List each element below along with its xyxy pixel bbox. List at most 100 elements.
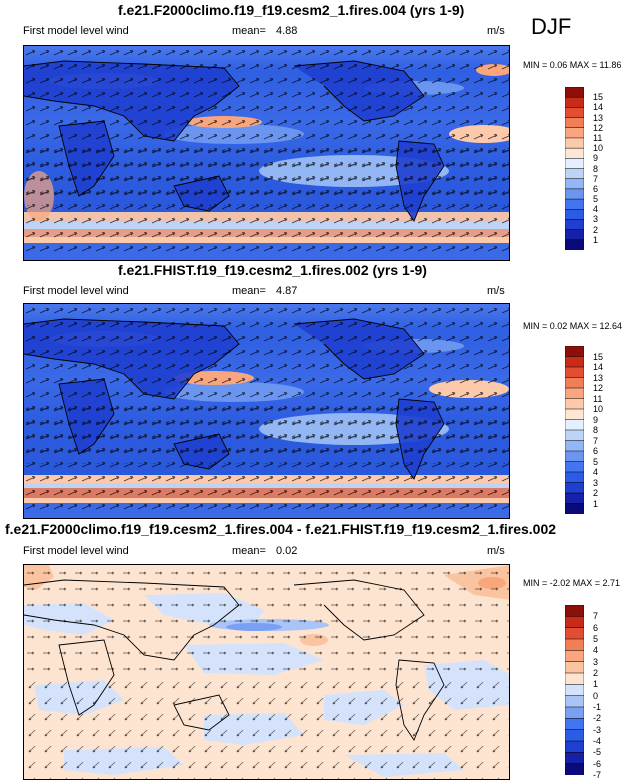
colorbar-tick-label: 4	[593, 645, 599, 656]
colorbar-swatch	[565, 107, 584, 119]
colorbar-swatch	[565, 718, 584, 731]
colorbar-tick-label: 9	[593, 153, 599, 164]
panel-3-title: f.e21.F2000climo.f19_f19.cesm2_1.fires.0…	[5, 521, 557, 537]
colorbar-swatch	[565, 482, 584, 494]
colorbar-swatch	[565, 605, 584, 617]
colorbar-swatch	[565, 147, 584, 159]
panel-1-variable-label: First model level wind	[23, 25, 129, 37]
colorbar-tick-label: 13	[593, 112, 604, 123]
panel-1-min-max: MIN = 0.06 MAX = 11.86	[523, 60, 622, 70]
colorbar-swatch	[565, 87, 584, 98]
colorbar-tick-label: 15	[593, 92, 604, 103]
panel-1-title: f.e21.F2000climo.f19_f19.cesm2_1.fires.0…	[118, 2, 465, 18]
colorbar-tick-label: -6	[593, 758, 602, 769]
colorbar-tick-label: 3	[593, 477, 599, 488]
colorbar-swatch	[565, 752, 584, 765]
panel-3-units: m/s	[487, 545, 505, 557]
colorbar-swatch	[565, 461, 584, 473]
colorbar-tick-label: 11	[593, 393, 603, 404]
colorbar-swatch	[565, 377, 584, 389]
colorbar-swatch	[565, 408, 584, 421]
colorbar-tick-label: 11	[593, 132, 603, 143]
colorbar-swatch	[565, 616, 584, 629]
colorbar-tick-label: -5	[593, 747, 602, 758]
panel-3-min-max: MIN = -2.02 MAX = 2.71	[523, 578, 621, 588]
colorbar-swatch	[565, 729, 584, 742]
panel-3-colorbar-swatches	[565, 605, 584, 775]
colorbar-tick-label: 6	[593, 446, 599, 456]
panel-1-units: m/s	[487, 25, 505, 37]
panel-1-map	[23, 45, 510, 261]
colorbar-tick-label: 5	[593, 194, 599, 205]
colorbar-swatch	[565, 627, 584, 640]
colorbar-swatch	[565, 137, 584, 149]
colorbar-tick-label: 2	[593, 224, 599, 235]
colorbar-tick-label: -7	[593, 770, 602, 780]
panel-2-mean-value: 4.87	[276, 285, 298, 297]
colorbar-swatch	[565, 471, 584, 484]
colorbar-tick-label: 5	[593, 456, 599, 467]
colorbar-tick-label: 10	[593, 143, 604, 154]
panel-2-variable-label: First model level wind	[23, 285, 129, 297]
colorbar-tick-label: 1	[593, 498, 599, 509]
panel-2-title: f.e21.FHIST.f19_f19.cesm2_1.fires.002 (y…	[118, 262, 427, 278]
panel-1-mean-value: 4.88	[276, 25, 298, 37]
colorbar-tick-label: 10	[593, 404, 604, 414]
panel-1-colorbar	[565, 87, 584, 250]
panel-3-map	[23, 564, 510, 780]
colorbar-tick-label: 9	[593, 414, 599, 425]
colorbar-swatch	[565, 492, 584, 505]
panel-2-colorbar	[565, 346, 584, 514]
colorbar-swatch	[565, 398, 584, 410]
colorbar-swatch	[565, 198, 584, 210]
panel-3-variable-label: First model level wind	[23, 545, 129, 557]
colorbar-swatch	[565, 684, 584, 697]
colorbar-tick-label: 1	[593, 234, 599, 245]
colorbar-tick-label: 15	[593, 351, 604, 362]
colorbar-tick-label: 13	[593, 372, 604, 383]
panel-1-wind-field	[24, 46, 509, 260]
colorbar-swatch	[565, 117, 584, 129]
colorbar-swatch	[565, 763, 584, 775]
panel-3-mean-value: 0.02	[276, 545, 298, 557]
colorbar-swatch	[565, 356, 584, 368]
colorbar-swatch	[565, 387, 584, 400]
season-label: DJF	[531, 14, 572, 39]
colorbar-swatch	[565, 440, 584, 452]
colorbar-tick-label: 1	[593, 679, 599, 690]
colorbar-tick-label: 6	[593, 183, 599, 194]
colorbar-tick-label: 7	[593, 435, 599, 446]
colorbar-swatch	[565, 503, 584, 514]
colorbar-tick-label: 3	[593, 656, 599, 667]
colorbar-swatch	[565, 168, 584, 180]
colorbar-tick-label: 6	[593, 622, 599, 633]
panel-2-mean-label: mean=	[232, 285, 266, 297]
colorbar-tick-label: -4	[593, 736, 602, 746]
colorbar-tick-label: 14	[593, 102, 604, 113]
colorbar-tick-label: 7	[593, 173, 599, 184]
colorbar-tick-label: 4	[593, 204, 599, 215]
colorbar-swatch	[565, 661, 584, 674]
colorbar-tick-label: -2	[593, 713, 602, 724]
colorbar-swatch	[565, 650, 584, 663]
panel-3-mean-label: mean=	[232, 545, 266, 557]
colorbar-tick-label: 14	[593, 362, 604, 372]
colorbar-tick-label: 8	[593, 163, 599, 174]
colorbar-tick-label: -1	[593, 702, 602, 712]
panel-2-map	[23, 303, 510, 519]
colorbar-swatch	[565, 419, 584, 431]
panel-2-units: m/s	[487, 285, 505, 297]
colorbar-tick-label: 5	[593, 634, 599, 644]
colorbar-tick-label: 7	[593, 611, 599, 622]
colorbar-swatch	[565, 96, 584, 108]
colorbar-swatch	[565, 429, 584, 442]
colorbar-tick-label: 12	[593, 383, 604, 393]
colorbar-swatch	[565, 450, 584, 463]
colorbar-swatch	[565, 229, 584, 241]
panel-3-wind-difference-field	[24, 565, 509, 779]
colorbar-swatch	[565, 695, 584, 708]
colorbar-swatch	[565, 127, 584, 139]
colorbar-tick-label: 2	[593, 488, 599, 498]
colorbar-tick-label: 8	[593, 425, 599, 435]
colorbar-swatch	[565, 366, 584, 379]
